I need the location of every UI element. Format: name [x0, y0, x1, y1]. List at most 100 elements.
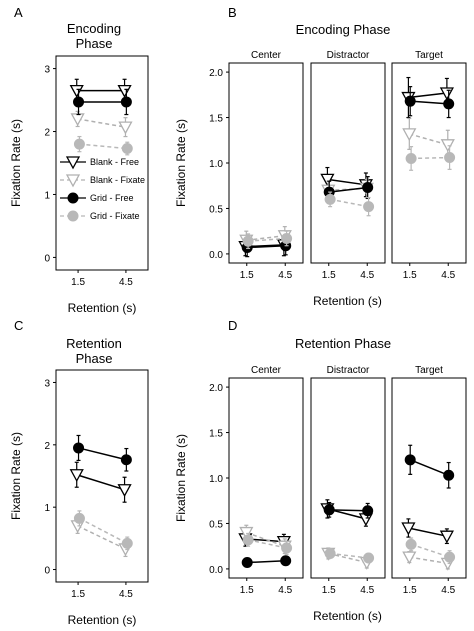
x-tick-label: 4.5	[360, 270, 374, 281]
data-point	[70, 113, 85, 127]
data-point	[402, 551, 417, 565]
series-grid-fixate	[242, 230, 293, 250]
series-line	[77, 118, 126, 128]
facet-target: Target 1.5 4.5	[391, 50, 467, 281]
data-point	[439, 530, 454, 544]
y-tick-label: 0.5	[209, 519, 223, 530]
data-point	[117, 484, 132, 498]
x-tick-label: 1.5	[240, 270, 254, 281]
y-tick-label: 0.0	[209, 250, 223, 261]
x-tick-label: 1.5	[71, 277, 85, 288]
series-blank-fixate	[70, 517, 133, 558]
x-tick-label: 4.5	[360, 585, 374, 596]
y-tick-label: 2	[44, 441, 50, 452]
series-grid-fixate	[73, 135, 133, 156]
series-line	[77, 525, 126, 550]
series-line	[411, 156, 450, 160]
y-tick-label: 2.0	[209, 68, 223, 79]
x-tick-label: 4.5	[278, 270, 292, 281]
x-axis-label: Retention (s)	[68, 613, 137, 627]
data-point	[242, 235, 254, 247]
data-point	[69, 469, 84, 483]
x-tick-label: 4.5	[119, 277, 133, 288]
y-tick-label: 1.0	[209, 474, 223, 485]
data-point	[241, 557, 253, 569]
series-grid-fixate	[242, 532, 293, 555]
panel-d: D Retention Phase 0.0 0.5 1.0 1.5 2.0 Fixation …	[174, 318, 467, 623]
data-point	[324, 193, 336, 205]
y-tick-label: 2.0	[209, 383, 223, 394]
x-tick-label: 4.5	[278, 585, 292, 596]
series-grid-fixate	[405, 537, 456, 565]
data-point	[443, 98, 455, 110]
data-point	[242, 534, 254, 546]
legend-label: Blank - Fixate	[90, 175, 145, 185]
series-line	[78, 447, 127, 461]
data-point	[402, 128, 417, 142]
y-tick-label: 0	[44, 566, 50, 577]
series-line	[76, 474, 125, 491]
y-tick-label: 1.5	[209, 429, 223, 440]
series-line	[329, 509, 368, 512]
data-point	[444, 152, 456, 164]
y-tick-label: 2	[44, 128, 50, 139]
data-point	[362, 182, 374, 194]
data-point	[404, 454, 416, 466]
panel-label-c: C	[14, 318, 23, 333]
x-tick-label: 4.5	[119, 589, 133, 600]
data-point	[280, 555, 292, 567]
series-line	[79, 517, 128, 545]
plot-frame	[310, 62, 386, 264]
facet-label: Target	[415, 50, 443, 61]
plot-frame	[55, 55, 149, 271]
x-tick-label: 1.5	[322, 585, 336, 596]
legend-marker	[65, 174, 81, 188]
series-blank-fixate	[70, 110, 133, 138]
data-point	[120, 96, 132, 108]
panel-title: Encoding	[67, 21, 121, 36]
series-grid-free	[73, 88, 132, 116]
data-point	[73, 96, 85, 108]
legend: Blank - Free Blank - Fixate Grid - Free Gri…	[60, 156, 145, 222]
y-tick-label: 1.5	[209, 114, 223, 125]
panel-title: Retention Phase	[295, 336, 391, 351]
facet-label: Distractor	[327, 50, 370, 61]
series-blank-free	[401, 518, 454, 545]
facet-center: Center 1.5 4.5	[228, 50, 304, 281]
series-line	[247, 244, 286, 249]
data-point	[323, 504, 335, 516]
facet-label: Distractor	[327, 365, 370, 376]
x-tick-label: 1.5	[240, 585, 254, 596]
series-grid-free	[241, 555, 292, 569]
data-point	[405, 538, 417, 550]
x-tick-label: 1.5	[322, 270, 336, 281]
series-grid-free	[323, 501, 374, 519]
data-point	[320, 173, 335, 187]
facet-label: Center	[251, 50, 282, 61]
data-point	[121, 537, 133, 549]
x-tick-label: 1.5	[71, 589, 85, 600]
plot-frame	[391, 62, 467, 264]
data-point	[117, 84, 132, 98]
series-line	[79, 143, 128, 150]
y-axis-label: Fixation Rate (s)	[9, 432, 23, 520]
y-tick-label: 1.0	[209, 159, 223, 170]
panel-title: Phase	[76, 351, 113, 366]
x-tick-label: 1.5	[403, 585, 417, 596]
x-axis-label: Retention (s)	[68, 301, 137, 315]
panel-title: Retention	[66, 336, 122, 351]
y-axis-label: Fixation Rate (s)	[9, 119, 23, 207]
panel-label-b: B	[228, 5, 237, 20]
legend-label: Grid - Free	[90, 193, 134, 203]
series-grid-fixate	[324, 547, 375, 564]
data-point	[120, 454, 132, 466]
series-grid-free	[404, 444, 455, 489]
data-point	[443, 469, 455, 481]
series-grid-fixate	[73, 510, 133, 551]
facet-distractor: Distractor 1.5 4.5	[310, 365, 386, 596]
panel-label-a: A	[14, 5, 23, 20]
x-axis-label: Retention (s)	[313, 609, 382, 623]
facet-label: Center	[251, 365, 282, 376]
